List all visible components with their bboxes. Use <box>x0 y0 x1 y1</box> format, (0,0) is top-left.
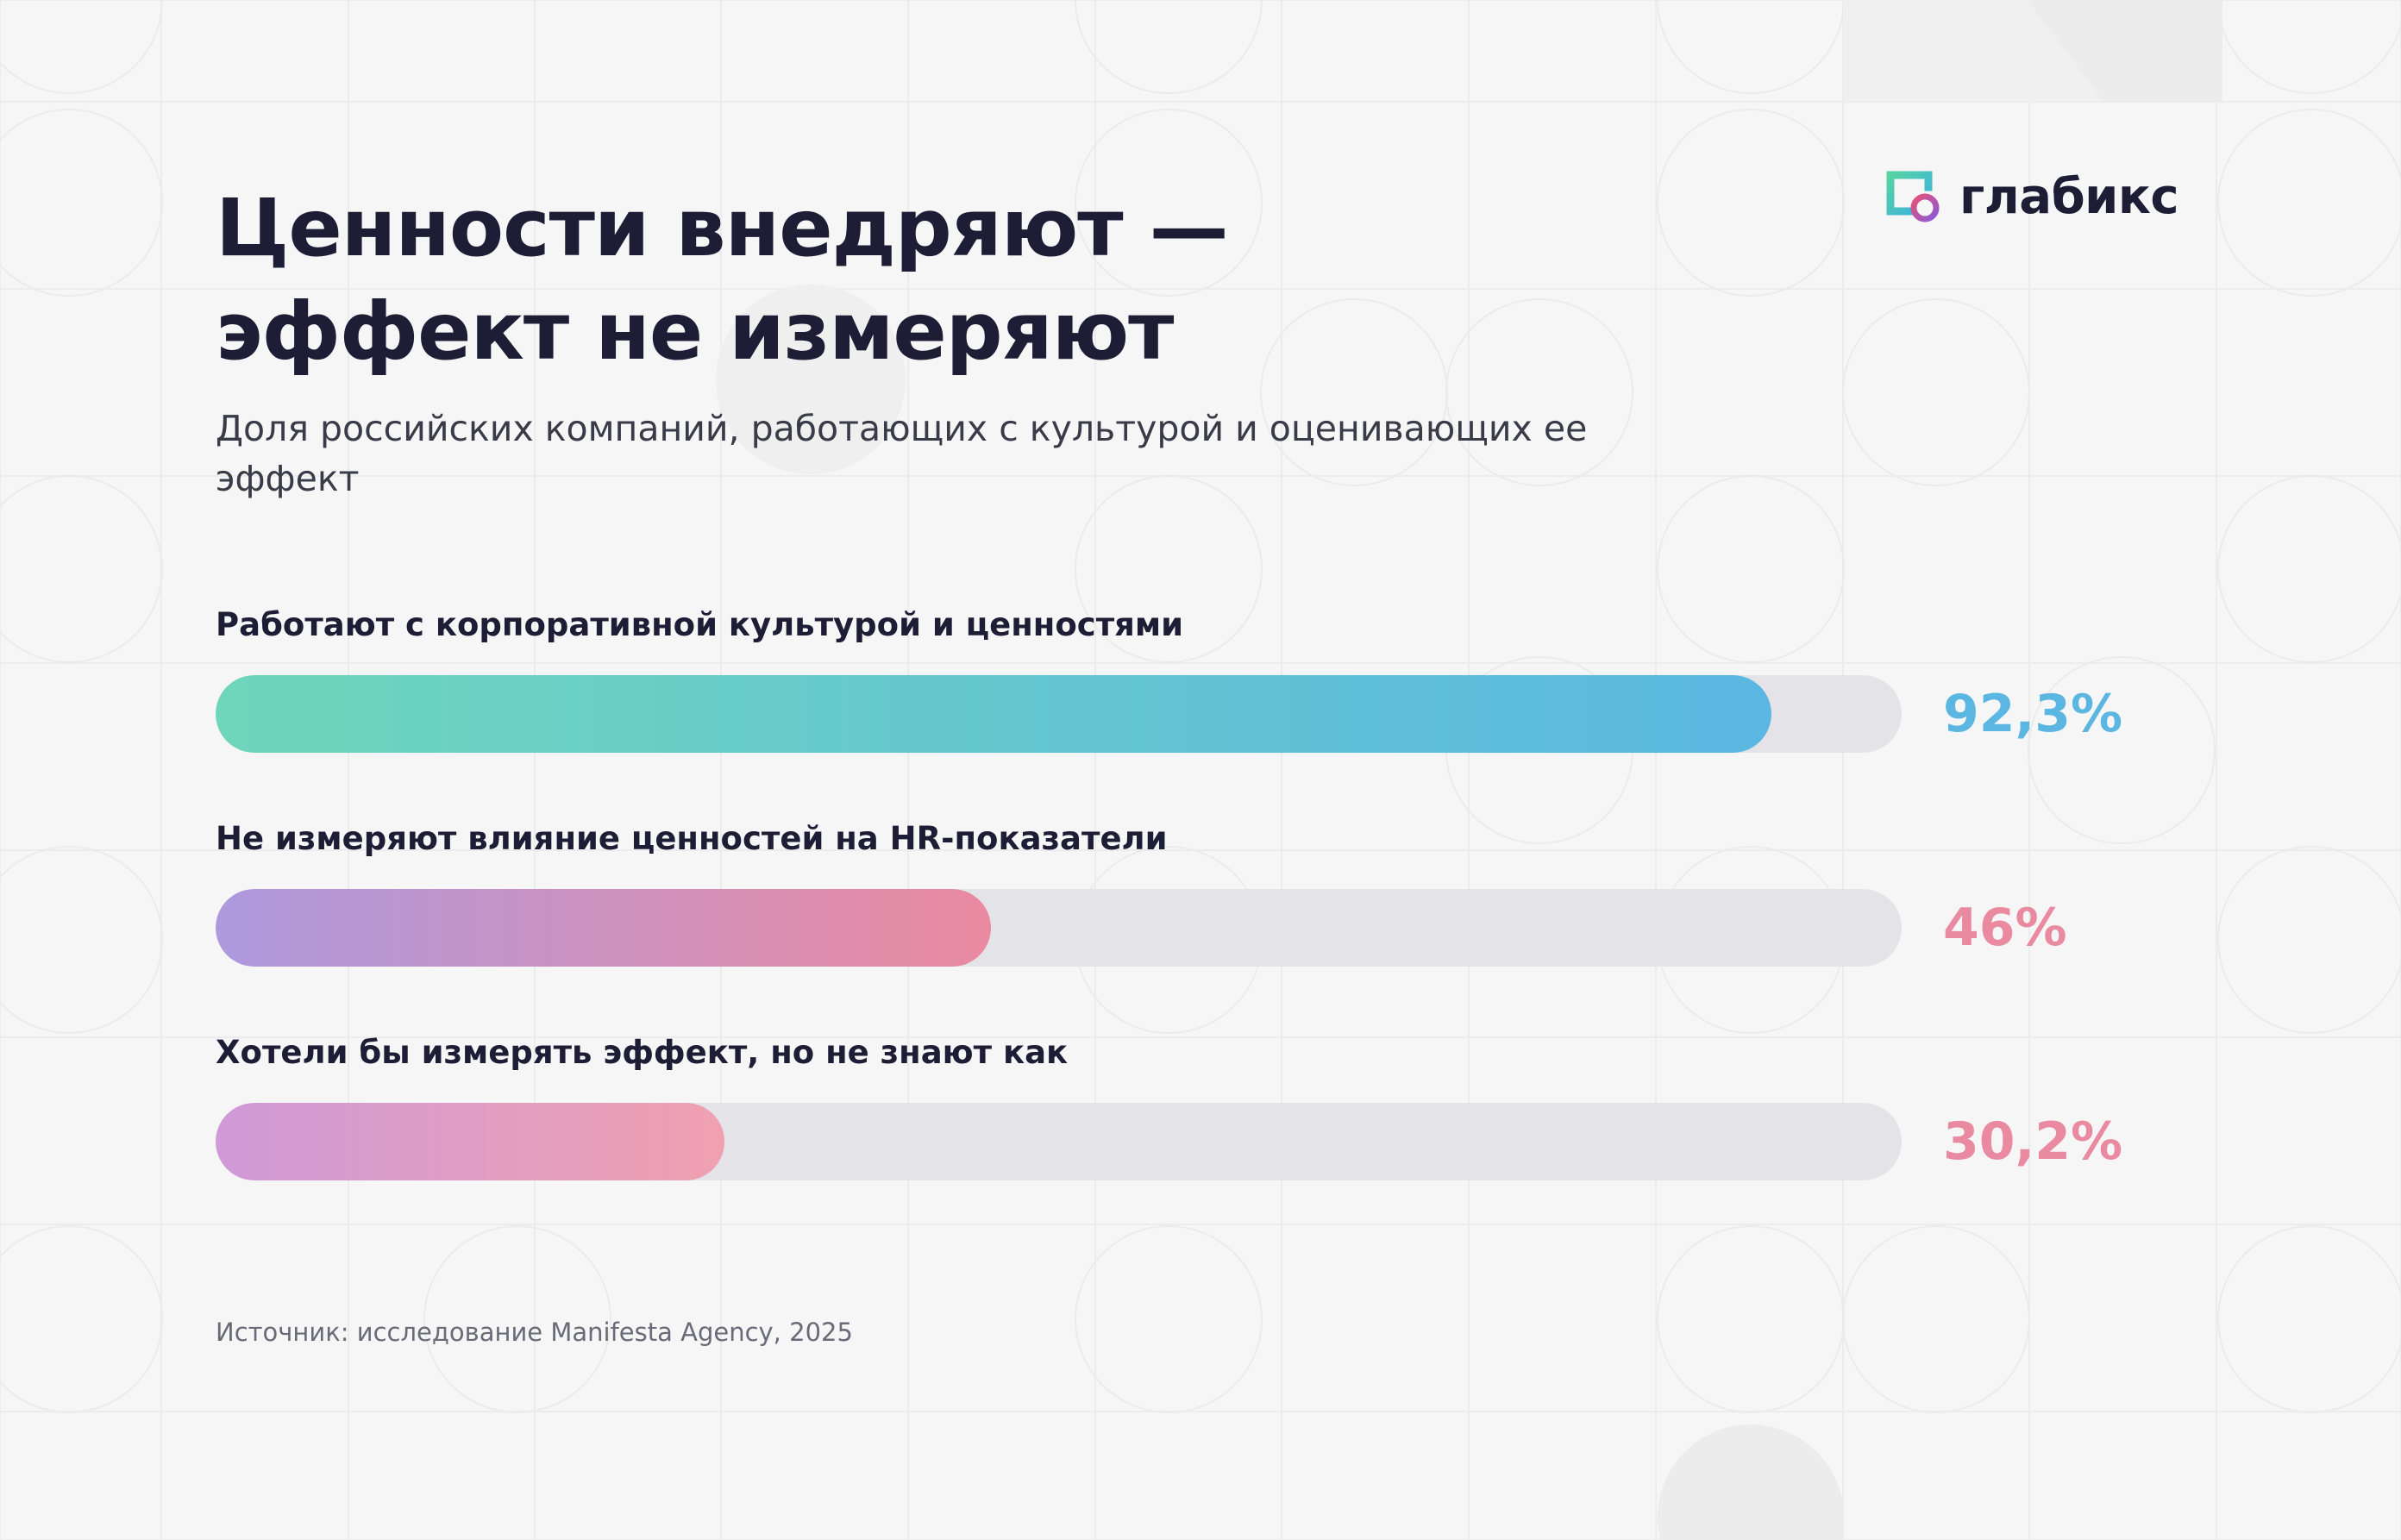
bar-label: Не измеряют влияние ценностей на HR-пока… <box>216 820 1168 857</box>
bar-track <box>216 1103 1902 1180</box>
glabiks-logo-icon <box>1886 171 1940 222</box>
title-line-2: эффект не измеряют <box>216 285 1174 378</box>
bar-track <box>216 675 1902 753</box>
bar-value-label: 92,3% <box>1943 684 2123 744</box>
chart-subtitle: Доля российских компаний, работающих с к… <box>216 408 1588 499</box>
page-title: Ценности внедряют — эффект не измеряют <box>216 177 1509 384</box>
bar-label: Работают с корпоративной культурой и цен… <box>216 606 1184 643</box>
bar-track <box>216 889 1902 967</box>
bar-fill <box>216 675 1771 753</box>
bar-label: Хотели бы измерять эффект, но не знают к… <box>216 1034 1069 1071</box>
brand-logo: глабикс <box>1885 166 2179 227</box>
title-line-1: Ценности внедряют — <box>216 182 1229 274</box>
bar-fill <box>216 1103 724 1180</box>
bar-value-label: 46% <box>1943 898 2067 958</box>
bar-value-label: 30,2% <box>1943 1111 2123 1172</box>
logo-text: глабикс <box>1959 168 2179 225</box>
bar-fill <box>216 889 991 967</box>
source-note: Источник: исследование Manifesta Agency,… <box>216 1318 853 1347</box>
